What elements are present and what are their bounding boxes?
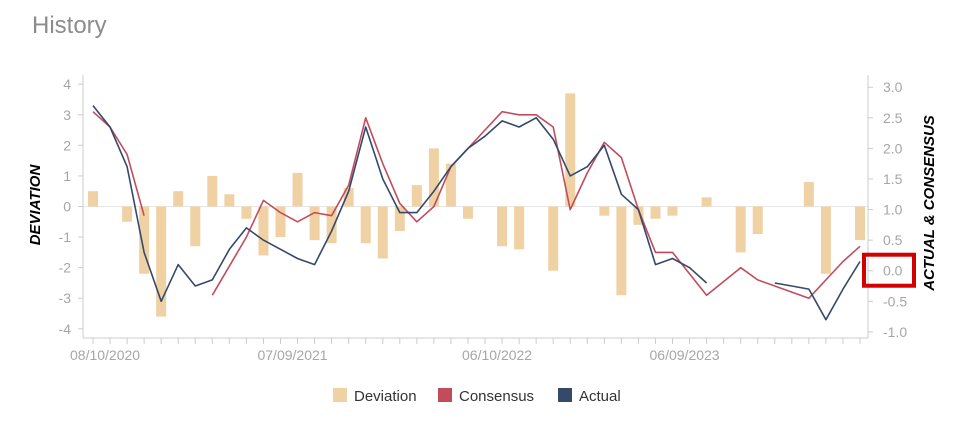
deviation-bar xyxy=(616,206,627,296)
actual-line xyxy=(92,105,708,303)
deviation-bar xyxy=(820,206,831,274)
page-title: History xyxy=(32,12,107,39)
legend-swatch xyxy=(333,388,347,402)
right-tick-label: 2.0 xyxy=(883,140,903,156)
deviation-bar xyxy=(599,206,610,216)
deviation-bar xyxy=(462,206,473,219)
left-tick-label: 0 xyxy=(63,199,71,215)
left-tick-label: 2 xyxy=(63,137,71,153)
deviation-bar xyxy=(309,206,320,241)
highlight-box xyxy=(862,252,916,288)
right-tick-label: 0.5 xyxy=(883,232,903,248)
deviation-bar xyxy=(735,206,746,253)
left-tick-label: -4 xyxy=(59,321,72,337)
right-tick-label: -0.5 xyxy=(883,293,907,309)
deviation-bar xyxy=(855,206,865,241)
deviation-bar xyxy=(565,93,576,207)
legend-label: Actual xyxy=(579,388,621,405)
deviation-bar xyxy=(633,206,644,225)
deviation-bar xyxy=(667,206,678,216)
deviation-bar xyxy=(428,148,439,207)
left-tick-label: 3 xyxy=(63,107,71,123)
actual-line xyxy=(774,261,861,321)
deviation-bar xyxy=(139,206,150,274)
legend-swatch xyxy=(438,388,452,402)
right-tick-label: 1.5 xyxy=(883,171,903,187)
legend[interactable]: Deviation Consensus Actual xyxy=(333,388,621,405)
deviation-bar xyxy=(497,206,508,247)
right-tick-label: 1.0 xyxy=(883,202,903,218)
right-tick-label: 0.0 xyxy=(883,263,903,279)
deviation-bar xyxy=(156,206,167,317)
legend-label: Consensus xyxy=(459,388,534,405)
right-axis-title: ACTUAL & CONSENSUS xyxy=(921,115,938,292)
deviation-bar xyxy=(803,182,814,207)
deviation-bar xyxy=(752,206,763,235)
legend-label: Deviation xyxy=(354,388,417,405)
deviation-bar xyxy=(173,191,184,207)
left-tick-label: -2 xyxy=(59,260,72,276)
right-tick-label: 3.0 xyxy=(883,79,903,95)
legend-swatch xyxy=(558,388,572,402)
deviation-bar xyxy=(377,206,388,259)
deviation-bar xyxy=(360,206,371,244)
deviation-bar xyxy=(343,188,354,207)
deviation-bar xyxy=(258,206,269,256)
right-tick-label: 2.5 xyxy=(883,110,903,126)
deviation-bar xyxy=(224,194,235,207)
deviation-bar xyxy=(394,206,405,231)
deviation-bar xyxy=(326,206,337,244)
deviation-bar xyxy=(275,206,286,238)
deviation-bar xyxy=(701,197,712,207)
legend-item-actual[interactable]: Actual xyxy=(558,388,621,405)
consensus-line xyxy=(211,110,861,300)
legend-item-consensus[interactable]: Consensus xyxy=(438,388,534,405)
right-tick-label: -1.0 xyxy=(883,324,907,340)
deviation-bar xyxy=(207,175,218,207)
deviation-bar xyxy=(411,185,422,207)
left-tick-label: -1 xyxy=(59,229,72,245)
deviation-bars xyxy=(88,93,865,317)
deviation-bar xyxy=(514,206,525,250)
deviation-bar xyxy=(548,206,559,271)
left-tick-label: -3 xyxy=(59,290,72,306)
deviation-bar xyxy=(292,172,303,207)
deviation-bar xyxy=(241,206,252,219)
left-axis-title: DEVIATION xyxy=(27,164,44,246)
deviation-bar xyxy=(190,206,201,247)
x-tick-label: 07/09/2021 xyxy=(257,347,327,363)
deviation-bar xyxy=(122,206,133,222)
left-tick-label: 1 xyxy=(63,168,71,184)
x-tick-label: 08/10/2020 xyxy=(70,347,140,363)
consensus-line xyxy=(92,111,145,216)
deviation-bar xyxy=(88,191,98,207)
x-tick-label: 06/10/2022 xyxy=(462,347,532,363)
series-lines xyxy=(92,105,861,321)
left-tick-label: 4 xyxy=(63,76,71,92)
deviation-bar xyxy=(650,206,661,219)
axes: 4 3 2 1 0 -1 -2 -3 -4 3.0 2.5 2.0 1.5 1.0 0.5 0.0 -0.5 -1… xyxy=(27,75,938,363)
x-tick-label: 06/09/2023 xyxy=(650,347,720,363)
deviation-bar xyxy=(445,163,456,207)
legend-item-deviation[interactable]: Deviation xyxy=(333,388,417,405)
